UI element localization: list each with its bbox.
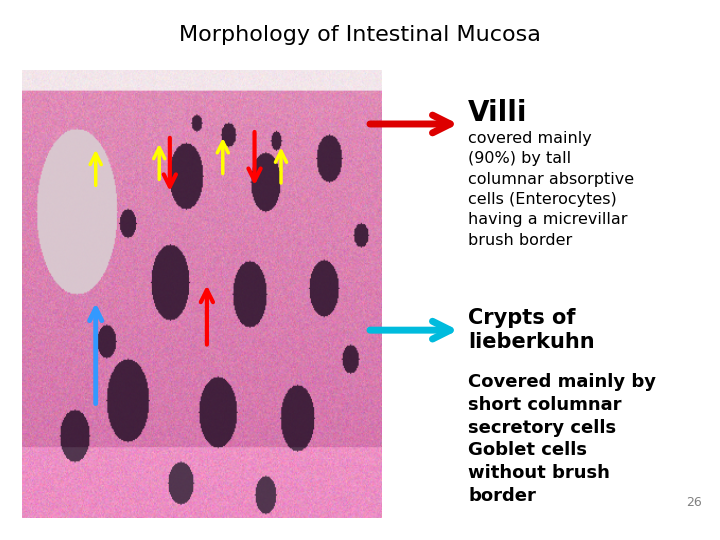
Text: covered mainly
(90%) by tall
columnar absorptive
cells (Enterocytes)
having a mi: covered mainly (90%) by tall columnar ab… <box>468 131 634 248</box>
Text: Covered mainly by
short columnar
secretory cells
Goblet cells
without brush
bord: Covered mainly by short columnar secreto… <box>468 373 656 505</box>
Text: Villi: Villi <box>468 99 528 127</box>
Text: 26: 26 <box>686 496 702 509</box>
Text: Crypts of
lieberkuhn: Crypts of lieberkuhn <box>468 308 595 352</box>
Text: Morphology of Intestinal Mucosa: Morphology of Intestinal Mucosa <box>179 25 541 45</box>
